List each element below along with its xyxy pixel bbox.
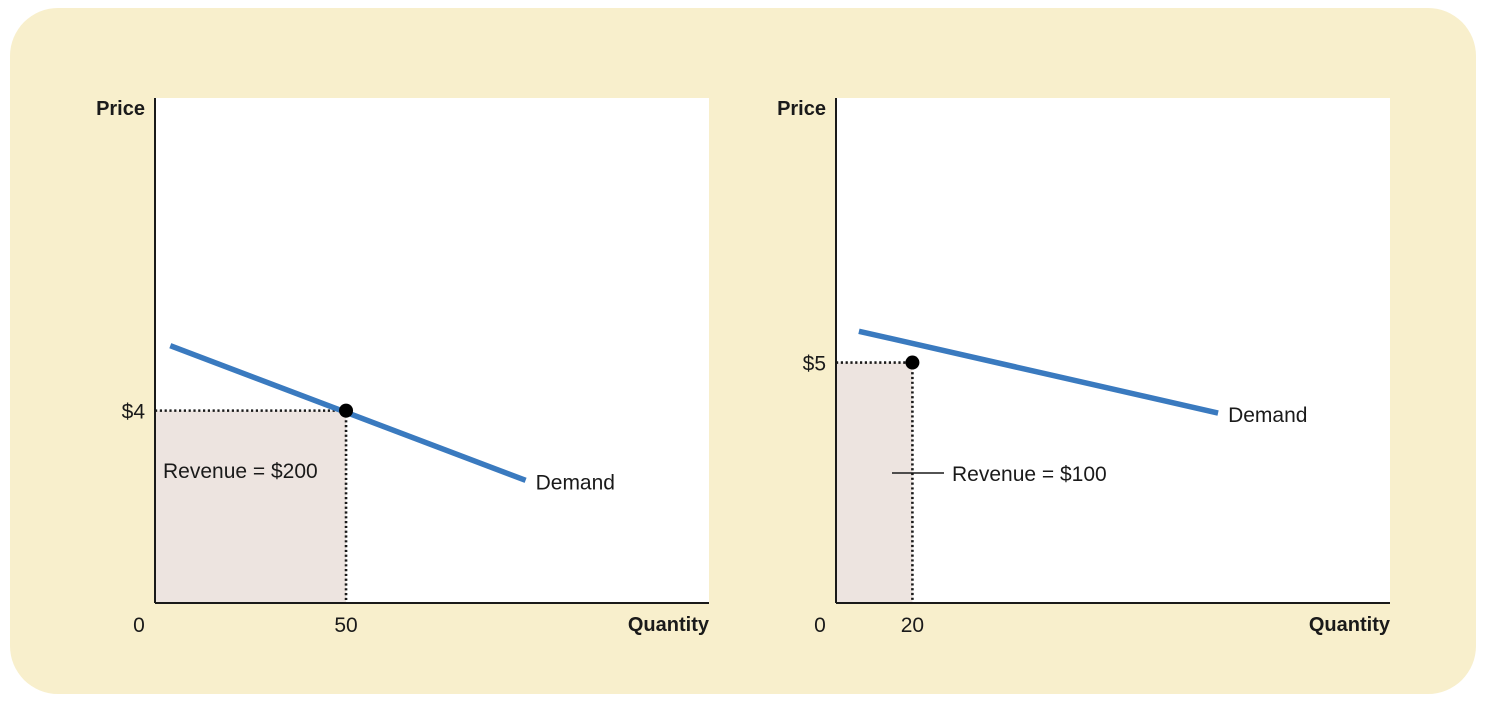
demand-label: Demand [536,471,615,494]
y-axis-title: Price [777,98,826,120]
demand-label: Demand [1228,404,1307,427]
chart-left: Price Quantity 0 50 $4 Demand Revenue = … [96,98,710,637]
plot-area [836,98,1390,603]
equilibrium-point [339,403,354,418]
origin-label: 0 [814,614,826,637]
x-axis-title: Quantity [1309,614,1391,636]
demand-line [858,328,1219,416]
origin-label: 0 [133,614,145,637]
x-axis-title: Quantity [628,614,710,636]
revenue-area [155,410,347,603]
revenue-label: Revenue = $200 [163,460,318,483]
y-tick-label: $5 [803,353,826,376]
revenue-label: Revenue = $100 [952,463,1107,486]
x-tick-label: 20 [901,614,924,637]
y-axis-title: Price [96,98,145,120]
revenue-area [836,362,913,603]
equilibrium-point [905,355,920,370]
x-tick-label: 50 [334,614,357,637]
chart-right: Price Quantity 0 20 $5 Demand Revenue = … [777,98,1391,637]
y-tick-label: $4 [122,401,146,424]
